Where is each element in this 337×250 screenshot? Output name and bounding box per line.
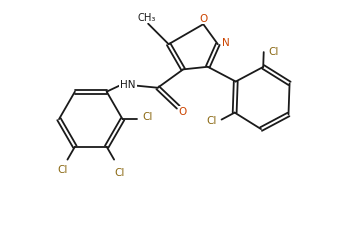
Text: CH₃: CH₃	[137, 13, 156, 23]
Text: O: O	[178, 107, 187, 117]
Text: O: O	[200, 14, 208, 24]
Text: Cl: Cl	[143, 112, 153, 122]
Text: Cl: Cl	[207, 116, 217, 126]
Text: Cl: Cl	[269, 47, 279, 57]
Text: Cl: Cl	[114, 167, 125, 177]
Text: Cl: Cl	[57, 164, 67, 174]
Text: N: N	[222, 38, 229, 48]
Text: HN: HN	[120, 80, 136, 90]
